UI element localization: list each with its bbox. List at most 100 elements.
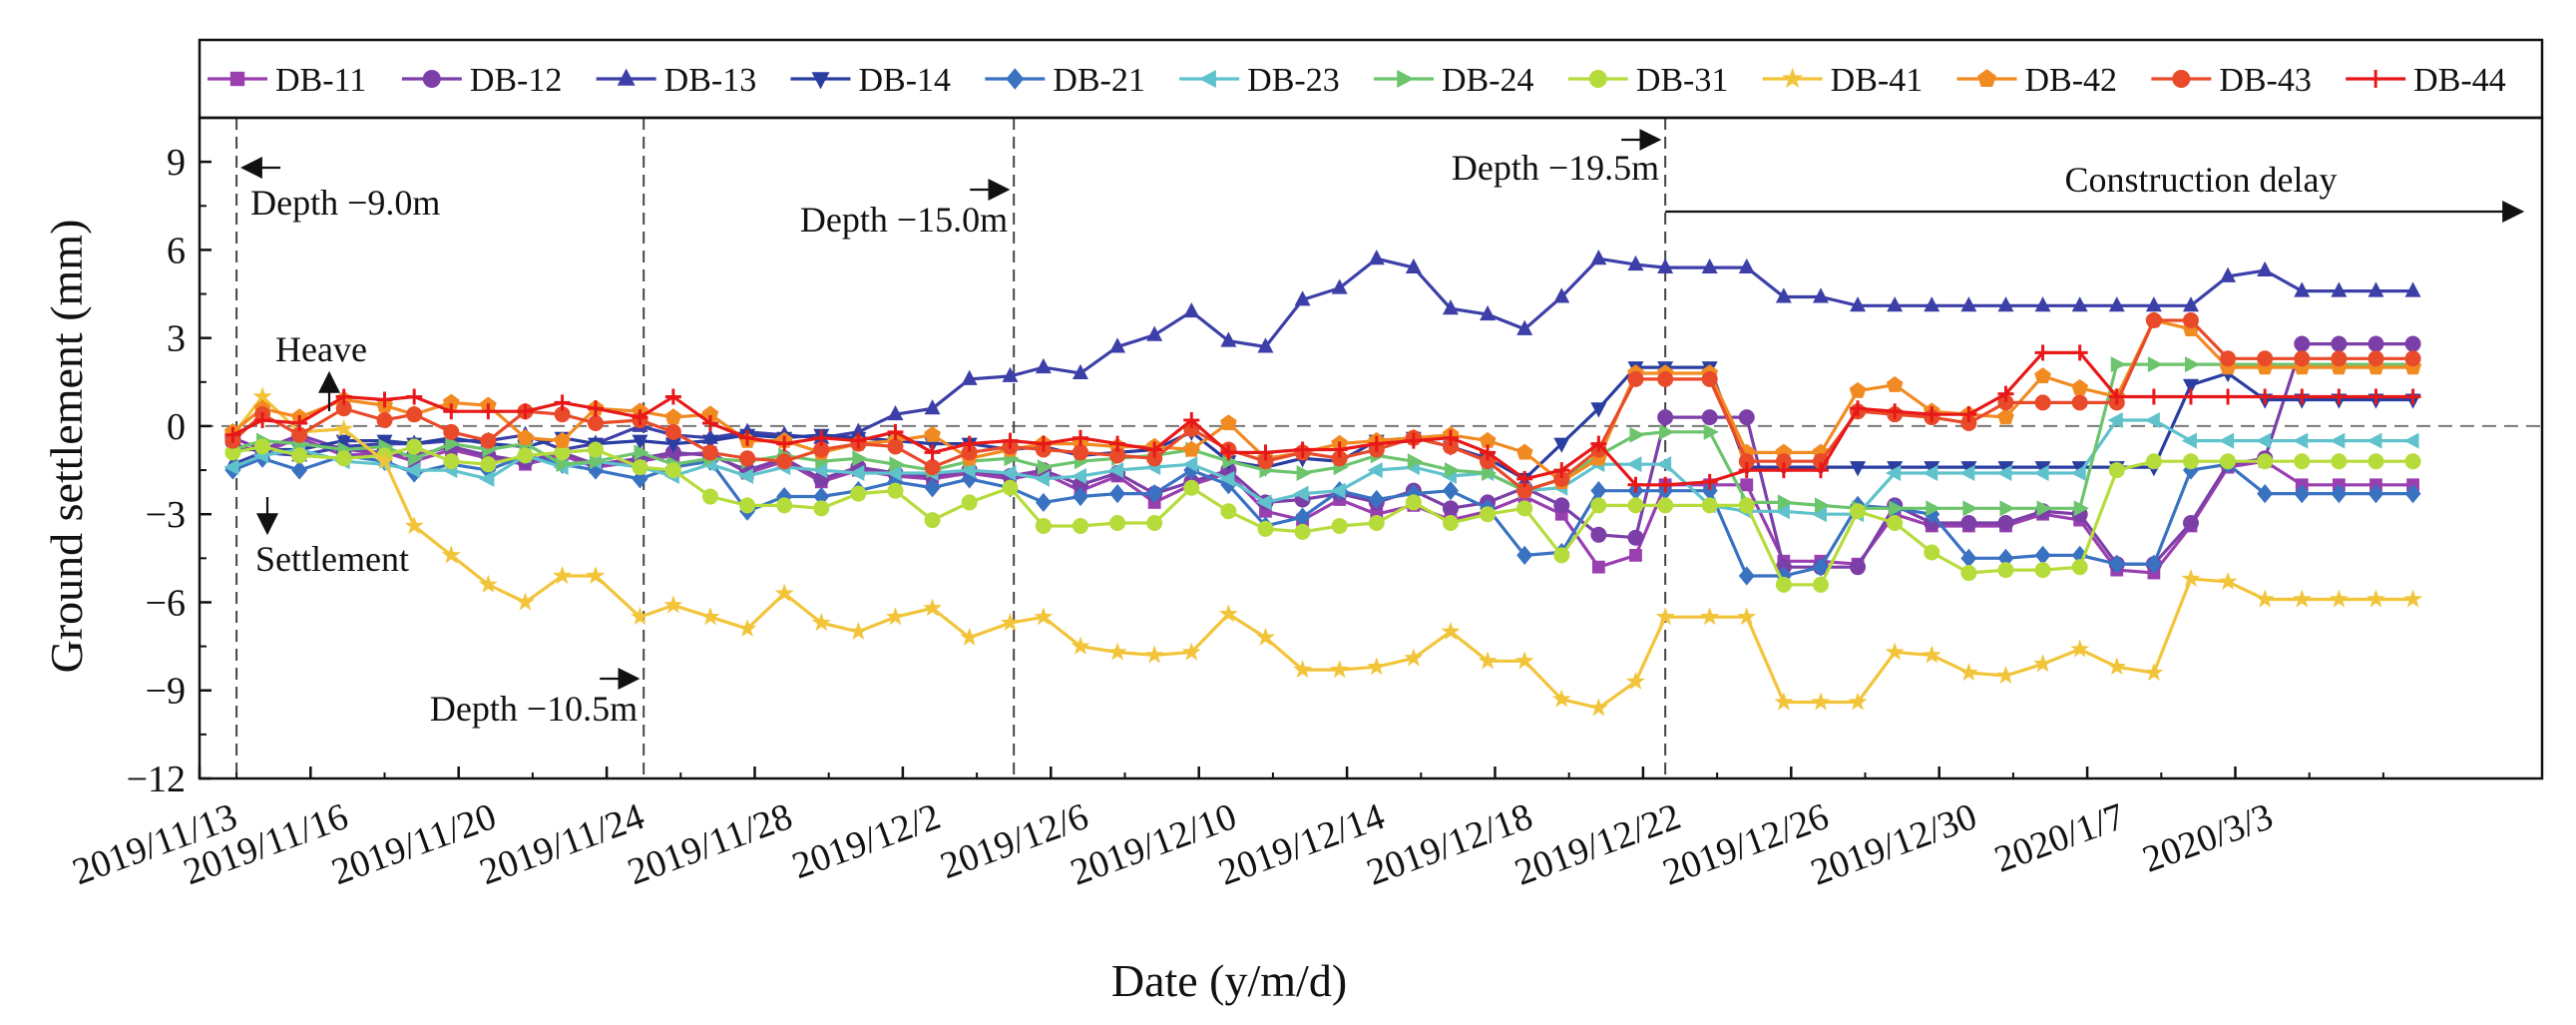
- point-DB-44-6: [443, 403, 460, 420]
- x-tick-label: 2019/11/28: [623, 795, 798, 893]
- point-DB-44-29: [1294, 441, 1311, 458]
- point-DB-31-14: [739, 497, 756, 514]
- point-DB-41-46: [1922, 645, 1941, 664]
- point-DB-31-2: [291, 447, 308, 464]
- point-DB-14-53: [2182, 378, 2199, 394]
- point-DB-43-28: [1257, 453, 1274, 470]
- point-DB-43-33: [1442, 438, 1459, 455]
- point-DB-44-50: [2071, 344, 2088, 361]
- point-DB-42-49: [2034, 367, 2051, 384]
- point-DB-31-47: [1960, 565, 1977, 582]
- point-DB-21-15: [776, 486, 793, 507]
- point-DB-41-15: [774, 583, 794, 602]
- point-DB-21-24: [1109, 484, 1126, 504]
- point-DB-31-21: [1002, 479, 1019, 496]
- point-DB-14-3: [335, 434, 352, 450]
- point-DB-43-7: [480, 432, 497, 449]
- point-DB-21-57: [2331, 484, 2348, 504]
- point-DB-44-36: [1553, 462, 1570, 479]
- point-DB-41-24: [1107, 642, 1127, 661]
- point-DB-12-37: [1590, 526, 1607, 543]
- point-DB-41-37: [1588, 698, 1608, 717]
- point-DB-23-16: [812, 462, 828, 479]
- point-DB-44-40: [1701, 473, 1718, 490]
- point-DB-41-51: [2107, 657, 2127, 676]
- point-DB-13-32: [1405, 257, 1422, 274]
- point-DB-31-53: [2182, 453, 2199, 470]
- point-DB-13-18: [887, 404, 904, 421]
- point-DB-12-47: [1960, 515, 1977, 532]
- point-DB-41-7: [478, 574, 498, 593]
- legend-label: DB-14: [859, 62, 952, 99]
- point-DB-23-56: [2293, 432, 2309, 449]
- point-DB-44-22: [1035, 435, 1052, 452]
- point-DB-42-12: [664, 408, 682, 425]
- point-DB-44-48: [1997, 385, 2014, 402]
- point-DB-41-25: [1144, 645, 1164, 664]
- legend-label: DB-42: [2025, 62, 2118, 99]
- point-DB-41-31: [1367, 657, 1387, 676]
- point-DB-41-59: [2403, 589, 2423, 608]
- point-DB-13-57: [2331, 281, 2348, 297]
- point-DB-43-36: [1553, 470, 1570, 487]
- point-DB-44-34: [1480, 444, 1497, 461]
- point-DB-41-32: [1404, 648, 1424, 667]
- point-DB-44-51: [2108, 388, 2125, 405]
- settlement-label: Settlement: [255, 539, 409, 579]
- point-DB-44-42: [1775, 462, 1792, 479]
- point-DB-44-55: [2257, 388, 2274, 405]
- point-DB-31-56: [2294, 453, 2311, 470]
- point-DB-31-23: [1072, 517, 1088, 534]
- point-DB-24-38: [1629, 426, 1645, 443]
- point-DB-43-19: [924, 459, 941, 476]
- point-DB-44-12: [664, 388, 681, 405]
- point-DB-42-48: [1997, 408, 2014, 425]
- point-DB-43-50: [2071, 394, 2088, 411]
- point-DB-44-26: [1183, 412, 1200, 429]
- point-DB-13-59: [2404, 281, 2421, 297]
- point-DB-43-56: [2294, 350, 2311, 367]
- point-DB-42-27: [1220, 414, 1237, 431]
- point-DB-13-26: [1183, 301, 1200, 318]
- point-DB-13-51: [2108, 296, 2125, 312]
- point-DB-44-33: [1442, 429, 1459, 446]
- point-DB-24-33: [1444, 462, 1461, 479]
- legend-item-DB-21: DB-21: [985, 62, 1145, 99]
- point-DB-31-45: [1887, 515, 1904, 532]
- point-DB-23-24: [1107, 462, 1124, 479]
- point-DB-31-10: [587, 441, 604, 458]
- point-DB-41-17: [848, 621, 868, 640]
- point-DB-23-52: [2144, 412, 2160, 429]
- point-DB-21-51: [2108, 554, 2125, 574]
- point-DB-41-29: [1293, 660, 1313, 679]
- point-DB-24-10: [589, 453, 606, 470]
- point-DB-12-36: [1553, 497, 1570, 514]
- point-DB-41-56: [2292, 589, 2312, 608]
- point-DB-23-48: [1996, 465, 2012, 482]
- series-line-DB-14: [232, 365, 2413, 481]
- point-DB-24-39: [1659, 423, 1675, 440]
- point-DB-31-54: [2220, 453, 2237, 470]
- y-tick-label: 6: [167, 230, 186, 271]
- legend-marker: [422, 70, 441, 88]
- point-DB-44-1: [254, 412, 271, 429]
- point-DB-41-30: [1330, 660, 1350, 679]
- point-DB-41-35: [1514, 651, 1534, 670]
- point-DB-31-50: [2071, 559, 2088, 576]
- point-DB-43-58: [2367, 350, 2384, 367]
- point-DB-41-39: [1655, 607, 1675, 626]
- point-DB-31-44: [1850, 503, 1867, 520]
- legend-marker: [2172, 70, 2191, 88]
- point-DB-21-37: [1590, 481, 1607, 501]
- point-DB-31-36: [1553, 547, 1570, 564]
- legend-marker: [1977, 69, 1996, 88]
- point-DB-44-8: [517, 403, 534, 420]
- point-DB-44-24: [1109, 435, 1126, 452]
- point-DB-24-32: [1407, 453, 1424, 470]
- point-DB-21-32: [1405, 484, 1422, 504]
- point-DB-21-33: [1442, 481, 1459, 501]
- point-DB-44-37: [1590, 435, 1607, 452]
- x-tick-label: 2019/12/10: [1066, 795, 1242, 894]
- point-DB-14-37: [1590, 402, 1607, 418]
- point-DB-42-9: [554, 431, 571, 448]
